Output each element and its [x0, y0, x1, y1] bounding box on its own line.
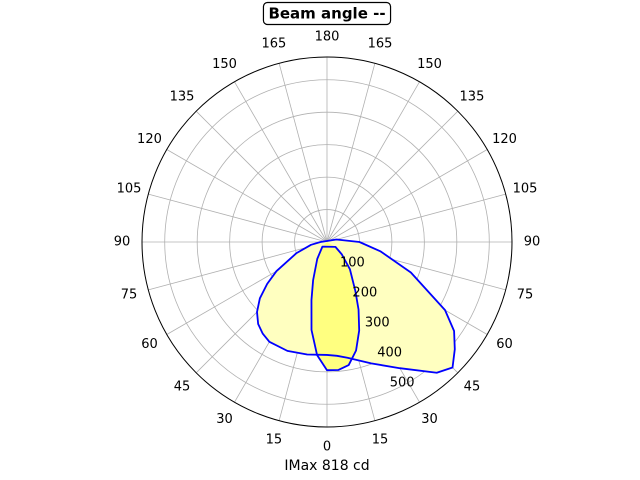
- theta-tick-label: 90: [524, 235, 541, 250]
- theta-tick-label: 90: [114, 235, 131, 250]
- theta-tick-label: 45: [464, 379, 481, 394]
- series-line: [256, 238, 456, 374]
- grid-spoke: [148, 193, 328, 243]
- r-tick-label: 400: [377, 345, 402, 360]
- grid-spoke: [166, 149, 328, 243]
- theta-tick-label: 0: [323, 440, 331, 455]
- theta-tick-label: 150: [212, 57, 237, 72]
- theta-tick-label: 105: [513, 181, 538, 196]
- theta-tick-label: 135: [460, 90, 485, 105]
- theta-tick-label: 15: [372, 433, 389, 448]
- theta-tick-label: 60: [496, 337, 513, 352]
- theta-tick-label: 45: [174, 379, 191, 394]
- series-line: [310, 245, 361, 372]
- grid-spoke: [195, 110, 328, 243]
- r-tick-label: 300: [365, 315, 390, 330]
- r-tick-label: 500: [390, 375, 415, 390]
- r-tick-label: 100: [340, 255, 365, 270]
- grid-spoke: [326, 149, 488, 243]
- theta-tick-label: 180: [315, 30, 340, 45]
- title-box: [262, 1, 392, 26]
- grid-circle: [164, 79, 490, 405]
- grid-spoke: [148, 241, 328, 291]
- x-axis-label: IMax 818 cd: [284, 458, 369, 474]
- grid-spoke: [326, 193, 506, 243]
- r-tick-label: 200: [352, 285, 377, 300]
- series-fill: [311, 242, 360, 371]
- theta-tick-label: 165: [262, 36, 287, 51]
- theta-tick-label: 135: [170, 90, 195, 105]
- theta-tick-label: 120: [492, 132, 517, 147]
- theta-tick-label: 30: [216, 412, 233, 427]
- chart-title: Beam angle --: [268, 5, 385, 23]
- theta-tick-label: 105: [117, 181, 142, 196]
- polar-frame: [141, 56, 513, 428]
- theta-tick-label: 120: [137, 132, 162, 147]
- theta-tick-label: 75: [517, 288, 534, 303]
- theta-tick-label: 75: [121, 288, 138, 303]
- grid-spoke: [234, 81, 328, 243]
- grid-spoke: [278, 63, 328, 243]
- theta-tick-label: 30: [421, 412, 438, 427]
- theta-tick-label: 60: [141, 337, 158, 352]
- theta-tick-label: 150: [417, 57, 442, 72]
- theta-tick-label: 165: [368, 36, 393, 51]
- grid-spoke: [326, 63, 376, 243]
- grid-circle: [196, 111, 458, 373]
- grid-spoke: [326, 81, 420, 243]
- theta-tick-label: 15: [266, 433, 283, 448]
- grid-spoke: [326, 110, 459, 243]
- plot-area: [256, 238, 456, 374]
